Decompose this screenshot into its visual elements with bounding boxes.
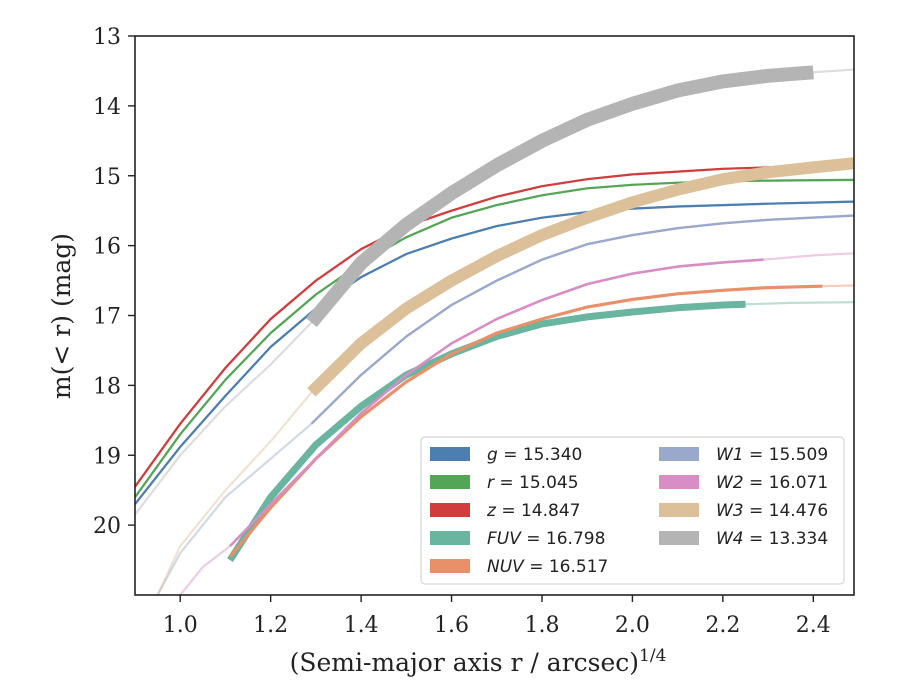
- series-layer: [135, 65, 854, 595]
- y-axis: 13 14 15 16 17 18 19 20: [93, 25, 135, 539]
- legend-label-z: z = 14.847: [486, 501, 580, 521]
- x-axis-label-sup: 1/4: [639, 646, 666, 666]
- legend-label-nuv: NUV = 16.517: [487, 557, 608, 577]
- legend-box: [420, 436, 845, 585]
- legend-swatch-g: [430, 447, 470, 461]
- legend-label-w2: W2 = 16.071: [716, 473, 828, 493]
- series-w3-line: [307, 157, 854, 397]
- legend-label-w1: W1 = 15.509: [716, 445, 828, 465]
- series-w1-line: [310, 214, 854, 425]
- x-axis: 1.0 1.2 1.4 1.6 1.8 2.0 2.2 2.4: [163, 595, 831, 638]
- x-tick-label-1.4: 1.4: [344, 613, 379, 638]
- x-axis-label: (Semi-major axis r / arcsec)1/4: [290, 646, 667, 677]
- x-tick-label-1.2: 1.2: [253, 613, 288, 638]
- legend-swatch-z: [430, 503, 470, 517]
- legend-label-fuv: FUV = 16.798: [487, 529, 605, 549]
- y-tick-label-15: 15: [93, 165, 121, 190]
- legend-swatch-fuv: [430, 531, 470, 545]
- legend-label-w3: W3 = 14.476: [716, 501, 828, 521]
- legend: g = 15.340 r = 15.045 z = 14.847 FUV = 16.7…: [420, 436, 845, 585]
- legend-swatch-w1: [659, 447, 699, 461]
- y-tick-label-14: 14: [93, 95, 121, 120]
- legend-swatch-w2: [659, 475, 699, 489]
- x-tick-label-1.8: 1.8: [524, 613, 559, 638]
- series-w4-line: [306, 65, 814, 327]
- series-w2-line: [229, 258, 764, 548]
- y-tick-label-13: 13: [93, 25, 121, 50]
- x-tick-label-2.0: 2.0: [615, 613, 650, 638]
- y-tick-label-17: 17: [93, 305, 121, 330]
- x-tick-label-2.4: 2.4: [796, 613, 831, 638]
- legend-swatch-nuv: [430, 559, 470, 573]
- x-tick-label-1.6: 1.6: [434, 613, 469, 638]
- x-axis-label-text: (Semi-major axis r / arcsec): [290, 648, 639, 677]
- legend-swatch-w4: [659, 531, 699, 545]
- legend-swatch-w3: [659, 503, 699, 517]
- x-tick-label-1.0: 1.0: [163, 613, 198, 638]
- y-axis-label: m(< r) (mag): [47, 233, 76, 399]
- legend-swatch-r: [430, 475, 470, 489]
- y-tick-label-20: 20: [93, 514, 121, 539]
- series-g-line: [135, 200, 854, 505]
- y-tick-label-18: 18: [93, 374, 121, 399]
- legend-label-w4: W4 = 13.334: [716, 529, 828, 549]
- x-tick-label-2.2: 2.2: [705, 613, 740, 638]
- legend-label-r: r = 15.045: [487, 473, 579, 493]
- series-fuv-line: [227, 300, 746, 563]
- legend-label-g: g = 15.340: [487, 445, 582, 465]
- series-z-line: [135, 164, 854, 488]
- y-tick-label-16: 16: [93, 235, 121, 260]
- y-tick-label-19: 19: [93, 444, 121, 469]
